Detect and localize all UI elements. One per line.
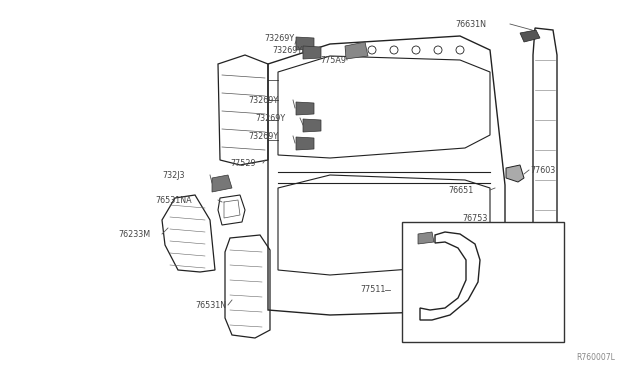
Polygon shape bbox=[345, 42, 368, 59]
Text: 77603: 77603 bbox=[530, 166, 556, 174]
Polygon shape bbox=[296, 102, 314, 115]
Bar bbox=[402, 222, 564, 342]
Text: 73269Y: 73269Y bbox=[248, 131, 278, 141]
Text: 732J3: 732J3 bbox=[162, 170, 184, 180]
Text: 76423: 76423 bbox=[422, 321, 447, 330]
Text: 76531NA: 76531NA bbox=[155, 196, 191, 205]
Text: 76753: 76753 bbox=[462, 214, 488, 222]
Polygon shape bbox=[506, 165, 524, 182]
Polygon shape bbox=[212, 175, 232, 192]
Polygon shape bbox=[296, 137, 314, 150]
Text: 73269Y: 73269Y bbox=[264, 33, 294, 42]
Polygon shape bbox=[520, 30, 540, 42]
Text: 76233M: 76233M bbox=[118, 230, 150, 238]
Text: 77511: 77511 bbox=[360, 285, 385, 295]
Text: 73269Y: 73269Y bbox=[255, 113, 285, 122]
Polygon shape bbox=[303, 119, 321, 132]
Text: 73269Y: 73269Y bbox=[272, 45, 302, 55]
Text: 76631N: 76631N bbox=[455, 19, 486, 29]
Polygon shape bbox=[296, 37, 314, 50]
Text: R760007L: R760007L bbox=[576, 353, 615, 362]
Polygon shape bbox=[418, 232, 434, 244]
Text: 77529: 77529 bbox=[230, 158, 255, 167]
Text: 775A9: 775A9 bbox=[320, 55, 346, 64]
Text: 73269Y: 73269Y bbox=[248, 96, 278, 105]
Text: 76531N: 76531N bbox=[195, 301, 226, 310]
Polygon shape bbox=[303, 46, 321, 59]
Text: 76651: 76651 bbox=[448, 186, 473, 195]
